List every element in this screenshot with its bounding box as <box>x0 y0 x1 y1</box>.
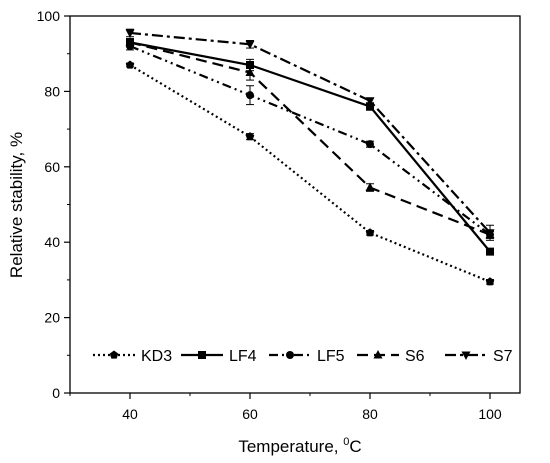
series-line-s7 <box>129 31 491 234</box>
data-point-s7 <box>245 40 255 50</box>
legend-label-lf5: LF5 <box>317 348 345 365</box>
x-tick-label: 60 <box>242 406 258 422</box>
data-point-s6 <box>365 182 375 192</box>
legend-marker-kd3 <box>109 350 119 359</box>
y-axis-title: Relative stability, % <box>7 132 26 278</box>
data-point-kd3 <box>125 60 135 69</box>
legend-marker-s7 <box>461 351 471 360</box>
data-point-kd3 <box>485 277 495 286</box>
legend-marker-lf4 <box>198 351 206 359</box>
x-tick-label: 100 <box>478 406 502 422</box>
legend-item-kd3: KD3 <box>93 348 172 365</box>
series-line-s6 <box>129 41 491 236</box>
y-tick-label: 100 <box>37 8 61 24</box>
legend-item-lf4: LF4 <box>181 348 257 365</box>
data-point-s7 <box>485 229 495 238</box>
plot-frame <box>69 15 521 394</box>
data-point-lf4 <box>486 247 494 256</box>
data-point-lf4 <box>246 61 254 70</box>
y-tick-label: 40 <box>44 234 60 250</box>
legend-marker-s6 <box>373 350 383 359</box>
axes <box>64 15 521 399</box>
data-point-kd3 <box>365 228 375 237</box>
data-point-lf5 <box>246 91 254 100</box>
series-line-kd3 <box>129 64 491 283</box>
series-layer <box>125 29 495 286</box>
x-tick-label: 80 <box>362 406 378 422</box>
legend-item-s6: S6 <box>357 348 425 365</box>
legend-label-s7: S7 <box>493 348 513 365</box>
legend-label-kd3: KD3 <box>141 348 172 365</box>
data-point-s7 <box>125 29 135 38</box>
x-tick-label: 40 <box>122 406 138 422</box>
x-axis-title: Temperature, 0C <box>238 436 361 456</box>
legend: KD3 LF4 LF5 S6 S7 <box>93 348 513 365</box>
data-point-s6 <box>245 67 255 77</box>
data-point-s7 <box>365 97 375 106</box>
series-line-lf5 <box>129 45 491 236</box>
data-point-s6 <box>125 37 135 46</box>
series-kd3 <box>125 60 495 286</box>
y-tick-label: 60 <box>44 159 60 175</box>
legend-label-s6: S6 <box>405 348 425 365</box>
legend-marker-lf5 <box>286 351 294 359</box>
data-point-lf4 <box>366 102 374 111</box>
series-lf4 <box>126 38 494 256</box>
legend-item-s7: S7 <box>445 348 513 365</box>
data-point-lf5 <box>366 140 374 149</box>
series-line-lf4 <box>129 41 491 253</box>
legend-label-lf4: LF4 <box>229 348 257 365</box>
y-tick-label: 20 <box>44 310 60 326</box>
legend-item-lf5: LF5 <box>269 348 345 365</box>
tick-labels: 40 60 80 100 0 20 40 60 80 100 <box>37 8 502 422</box>
y-tick-label: 80 <box>44 83 60 99</box>
series-s7 <box>125 29 495 238</box>
data-point-kd3 <box>245 132 255 141</box>
y-tick-label: 0 <box>52 385 60 401</box>
